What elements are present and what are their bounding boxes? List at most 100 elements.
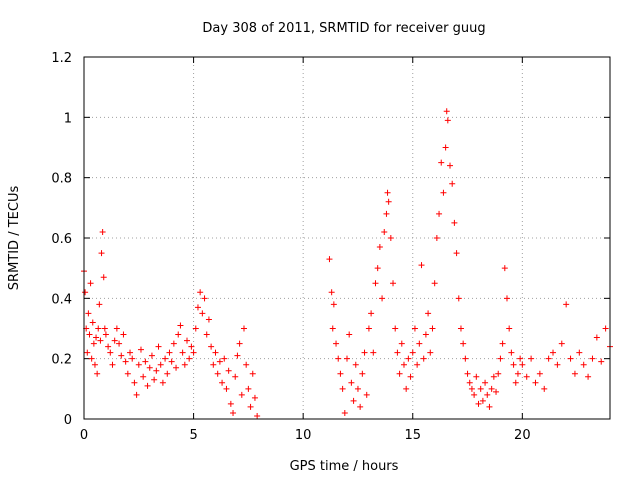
data-point xyxy=(208,343,215,350)
data-point xyxy=(422,331,429,338)
data-point xyxy=(101,325,108,332)
data-point xyxy=(225,367,232,374)
data-point xyxy=(216,358,223,365)
data-point xyxy=(162,355,169,362)
data-point xyxy=(135,361,142,368)
data-point xyxy=(124,370,131,377)
data-point xyxy=(385,198,392,205)
data-point xyxy=(197,289,204,296)
data-point xyxy=(433,235,440,241)
data-point xyxy=(425,310,432,317)
data-point xyxy=(418,262,425,269)
data-point xyxy=(194,304,201,311)
data-point xyxy=(449,180,456,187)
data-point xyxy=(602,325,609,332)
data-point xyxy=(407,373,414,380)
data-point xyxy=(427,349,434,356)
data-point xyxy=(523,373,530,380)
data-point xyxy=(479,397,486,404)
data-point xyxy=(210,361,217,368)
data-point xyxy=(179,349,186,356)
data-point xyxy=(420,355,427,362)
y-tick-label: 0.4 xyxy=(51,292,72,307)
data-point xyxy=(168,358,175,365)
data-point xyxy=(190,349,197,356)
data-point xyxy=(205,316,212,323)
data-point xyxy=(405,355,412,362)
data-point xyxy=(372,280,379,287)
x-tick-label: 15 xyxy=(404,428,421,443)
data-point xyxy=(329,325,336,332)
data-point xyxy=(359,370,366,377)
data-point xyxy=(508,349,515,356)
data-point xyxy=(376,244,383,251)
data-point xyxy=(365,325,372,332)
y-tick-label: 0.8 xyxy=(51,172,72,187)
data-point xyxy=(251,394,258,401)
data-point xyxy=(146,364,153,371)
data-point xyxy=(328,289,335,296)
y-tick-label: 0.6 xyxy=(51,232,72,247)
data-point xyxy=(503,295,510,302)
data-point xyxy=(486,403,493,410)
data-point xyxy=(247,403,254,410)
data-point xyxy=(436,210,443,217)
data-point xyxy=(181,361,188,368)
data-points xyxy=(81,108,613,419)
data-point xyxy=(545,355,552,362)
data-point xyxy=(186,355,193,362)
data-point xyxy=(111,337,118,344)
data-point xyxy=(444,117,451,124)
data-point xyxy=(234,352,241,359)
data-point xyxy=(151,376,158,383)
data-point xyxy=(122,358,129,365)
data-point xyxy=(148,352,155,359)
data-point xyxy=(468,385,475,392)
data-point xyxy=(541,385,548,392)
data-point xyxy=(82,289,89,296)
data-point xyxy=(550,349,557,356)
data-point xyxy=(361,349,368,356)
data-point xyxy=(598,358,605,365)
y-tick-label: 0.2 xyxy=(51,353,72,368)
data-point xyxy=(164,370,171,377)
data-point xyxy=(374,265,381,272)
data-point xyxy=(129,355,136,362)
data-point xyxy=(116,340,123,347)
data-point xyxy=(384,189,391,196)
data-point xyxy=(203,331,210,338)
data-point xyxy=(499,340,506,347)
data-point xyxy=(475,400,482,407)
data-point xyxy=(363,391,370,398)
data-point xyxy=(341,409,348,416)
data-point xyxy=(254,412,261,419)
data-point xyxy=(142,358,149,365)
data-point xyxy=(514,370,521,377)
data-point xyxy=(140,373,147,380)
data-point xyxy=(173,364,180,371)
data-point xyxy=(109,361,116,368)
data-point xyxy=(357,403,364,410)
data-point xyxy=(348,379,355,386)
data-point xyxy=(238,391,245,398)
data-point xyxy=(352,361,359,368)
data-point xyxy=(96,301,103,308)
data-point xyxy=(184,337,191,344)
data-point xyxy=(85,310,92,317)
data-point xyxy=(466,379,473,386)
data-point xyxy=(240,325,247,332)
data-point xyxy=(84,349,91,356)
data-point xyxy=(403,385,410,392)
data-point xyxy=(90,340,97,347)
data-point xyxy=(102,331,109,338)
grid-layer xyxy=(84,57,610,419)
x-tick-label: 20 xyxy=(514,428,531,443)
data-point xyxy=(558,340,565,347)
data-point xyxy=(230,409,237,416)
data-point xyxy=(392,325,399,332)
data-point xyxy=(192,325,199,332)
data-point xyxy=(88,355,95,362)
data-point xyxy=(95,325,102,332)
data-point xyxy=(390,280,397,287)
data-point xyxy=(464,370,471,377)
